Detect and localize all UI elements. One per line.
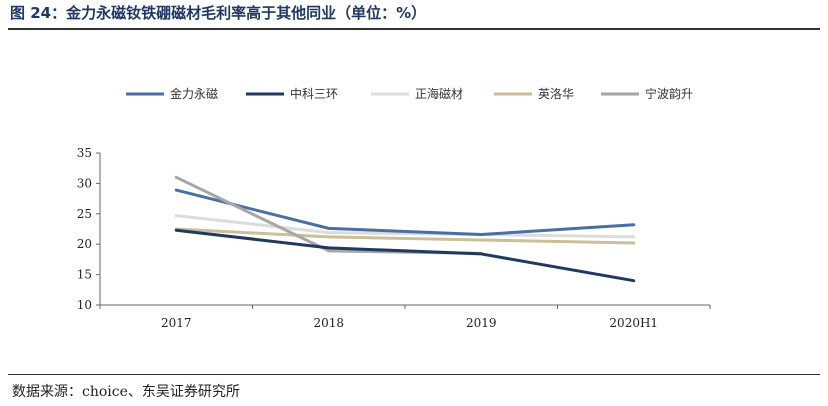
- x-tick-label: 2019: [466, 316, 497, 330]
- legend-label: 中科三环: [290, 86, 338, 101]
- top-rule: [8, 28, 820, 30]
- line-chart: 10 15 20 25 30 35 2017 2018 2019 2020H1 金力永磁 中科三环 正海…: [77, 86, 711, 330]
- figure-title: 图 24：金力永磁钕铁硼磁材毛利率高于其他同业（单位：%）: [10, 4, 427, 22]
- y-tick-label: 10: [77, 298, 92, 312]
- legend-label: 金力永磁: [170, 86, 218, 101]
- y-tick-label: 30: [77, 176, 92, 190]
- x-tick-label: 2020H1: [609, 316, 658, 330]
- series-line: [174, 227, 636, 245]
- source-note: 数据来源：choice、东吴证券研究所: [12, 384, 240, 400]
- bottom-rule: [8, 374, 820, 375]
- y-tick-label: 20: [77, 237, 92, 251]
- series-line: [174, 228, 636, 283]
- legend-label: 宁波韵升: [645, 86, 693, 101]
- x-tick-label: 2018: [313, 316, 344, 330]
- series-line: [174, 175, 483, 255]
- legend-label: 正海磁材: [415, 86, 463, 101]
- y-tick-label: 15: [77, 268, 92, 282]
- y-tick-label: 25: [77, 207, 92, 221]
- legend-label: 英洛华: [538, 86, 574, 101]
- series-line: [174, 188, 636, 236]
- series-line: [174, 214, 636, 239]
- y-tick-label: 35: [77, 146, 92, 160]
- x-tick-label: 2017: [161, 316, 192, 330]
